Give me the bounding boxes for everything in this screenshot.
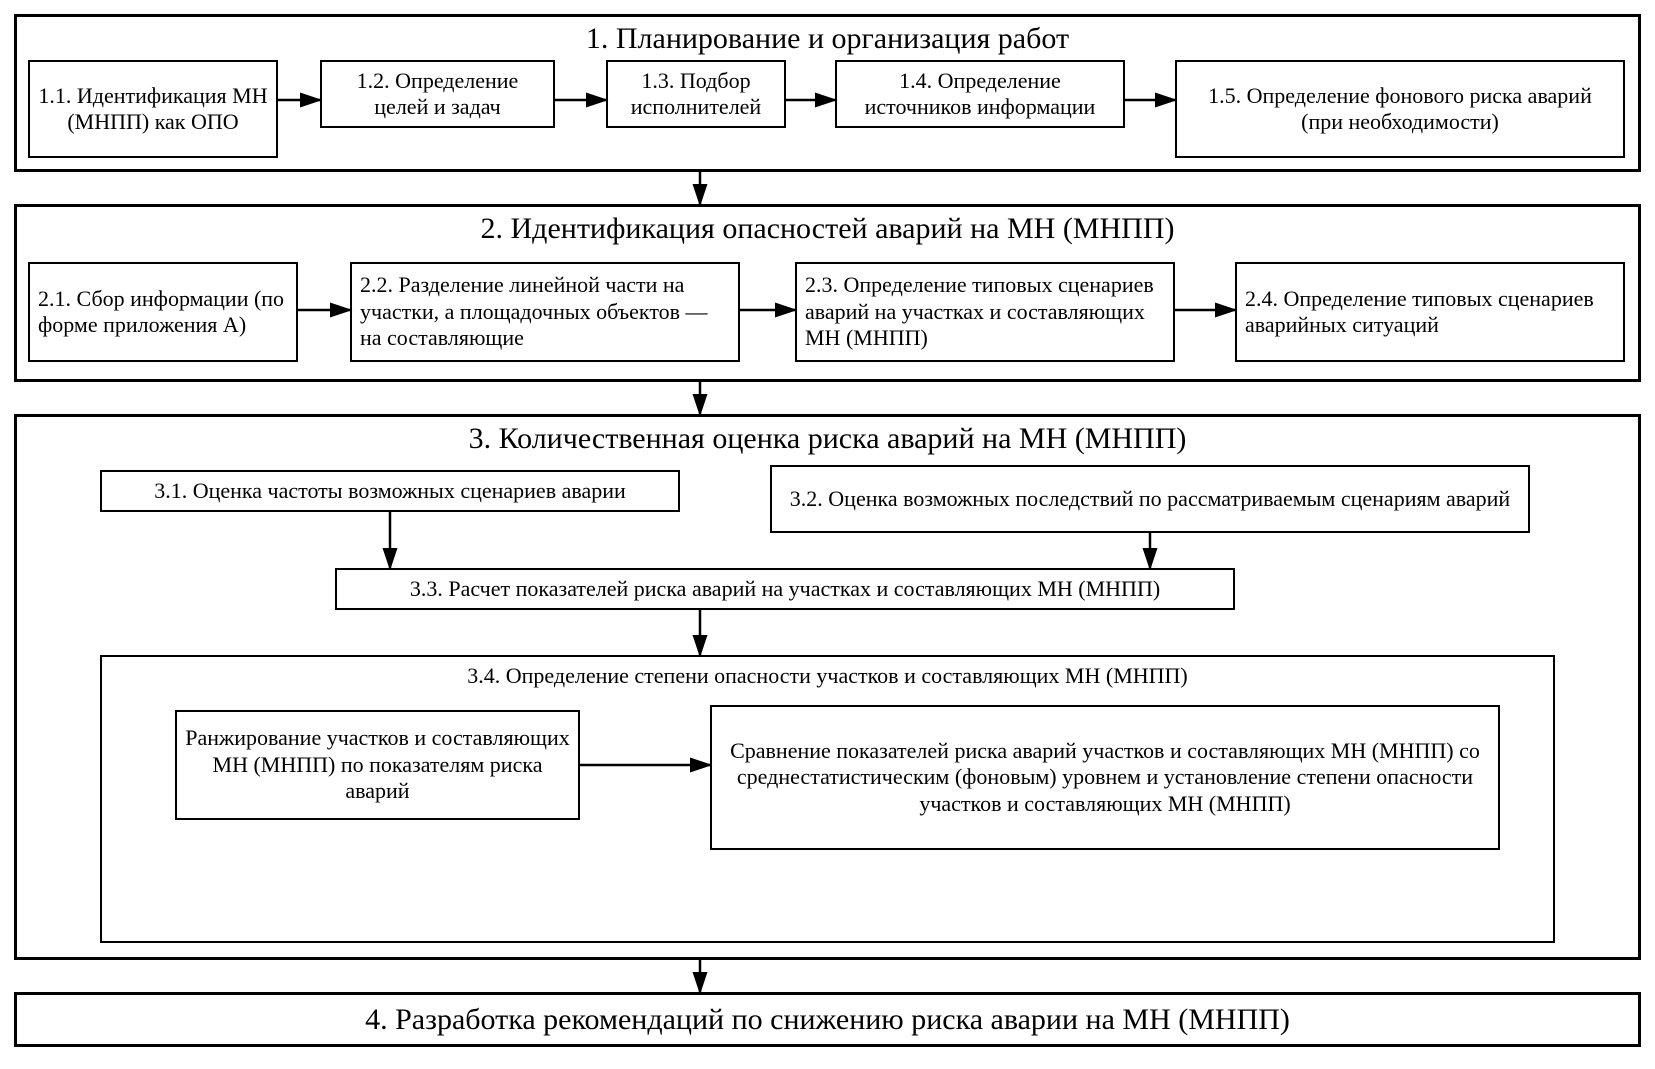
flowchart-canvas: 1. Планирование и организация работ 1.1.… bbox=[10, 10, 1645, 1059]
box-1-2: 1.2. Определение целей и задач bbox=[320, 60, 555, 128]
box-3-1: 3.1. Оценка частоты возможных сценариев … bbox=[100, 470, 680, 512]
box-1-3: 1.3. Подбор исполнителей bbox=[606, 60, 786, 128]
stage-4-title: 4. Разработка рекомендаций по снижению р… bbox=[25, 1002, 1630, 1038]
box-3-2: 3.2. Оценка возможных последствий по рас… bbox=[770, 465, 1530, 533]
stage-4-container: 4. Разработка рекомендаций по снижению р… bbox=[14, 992, 1641, 1047]
box-3-4-left: Ранжирование участков и составляющих МН … bbox=[175, 710, 580, 820]
box-3-4-right: Сравнение показателей риска аварий участ… bbox=[710, 705, 1500, 850]
box-1-1: 1.1. Идентификация МН (МНПП) как ОПО bbox=[28, 60, 278, 158]
box-3-3: 3.3. Расчет показателей риска аварий на … bbox=[335, 568, 1235, 610]
box-2-3: 2.3. Определение типовых сценариев авари… bbox=[795, 262, 1175, 362]
box-2-1: 2.1. Сбор информации (по форме приложени… bbox=[28, 262, 298, 362]
stage-1-title: 1. Планирование и организация работ bbox=[17, 21, 1638, 57]
stage-3-title: 3. Количественная оценка риска аварий на… bbox=[17, 421, 1638, 457]
stage-2-title: 2. Идентификация опасностей аварий на МН… bbox=[17, 211, 1638, 247]
box-2-2: 2.2. Разделение линейной части на участк… bbox=[350, 262, 740, 362]
box-2-4: 2.4. Определение типовых сценариев авари… bbox=[1235, 262, 1625, 362]
box-3-4-title: 3.4. Определение степени опасности участ… bbox=[102, 663, 1553, 689]
box-1-4: 1.4. Определение источников информации bbox=[835, 60, 1125, 128]
box-1-5: 1.5. Определение фонового риска аварий (… bbox=[1175, 60, 1625, 158]
